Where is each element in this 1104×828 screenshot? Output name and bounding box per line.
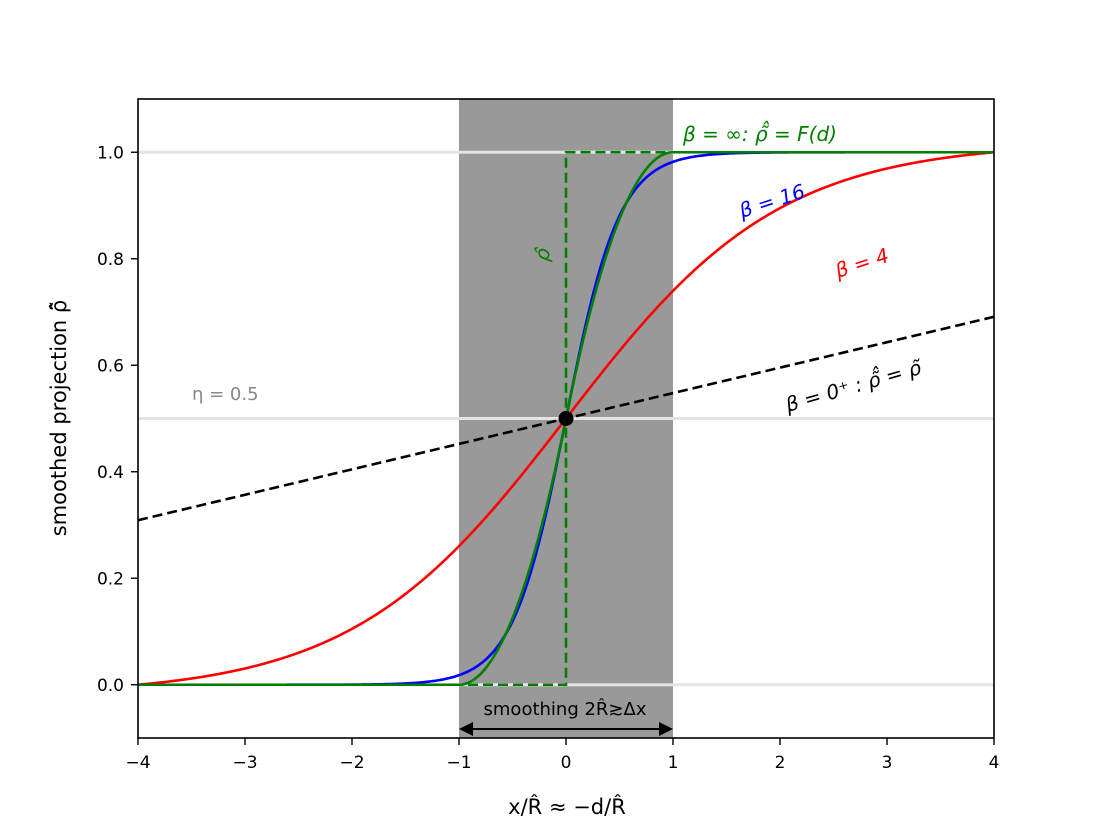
midpoint-marker	[558, 411, 574, 426]
x-axis-label: x/R̂ ≈ −d/R̂	[508, 794, 626, 819]
beta-inf-label: β = ∞: ρ̃̂ = F(d)	[682, 121, 837, 146]
smoothing-arrow-left-head	[459, 722, 473, 736]
smoothing-label: smoothing 2R̂≳Δx	[484, 699, 647, 720]
threshold-label: η = 0.5	[192, 384, 259, 405]
x-tick-label-1: −3	[232, 753, 257, 773]
y-tick-label-0: 0.0	[97, 676, 124, 696]
curves-layer	[137, 150, 995, 736]
x-tick-label-0: −4	[125, 753, 150, 773]
y-tick-label-3: 0.6	[97, 356, 124, 376]
rho-hat-label: ρ̂	[529, 245, 555, 263]
y-tick-label-1: 0.2	[97, 569, 124, 589]
beta4-label: β = 4	[831, 243, 892, 283]
x-tick-label-3: −1	[446, 753, 471, 773]
x-tick-label-4: 0	[561, 753, 572, 773]
x-tick-label-6: 2	[775, 753, 786, 773]
ticks-layer: −4 −3 −2 −1 0 1 2 3 4 0.0 0.2 0.4 0.6 0.8 1.0	[97, 143, 999, 773]
x-tick-label-2: −2	[339, 753, 364, 773]
y-tick-label-5: 1.0	[97, 143, 124, 163]
y-tick-label-4: 0.8	[97, 250, 124, 270]
x-tick-label-8: 4	[989, 753, 1000, 773]
smoothing-arrow-right-head	[659, 722, 673, 736]
x-tick-label-7: 3	[882, 753, 893, 773]
x-tick-label-5: 1	[668, 753, 679, 773]
beta16-label: β = 16	[735, 179, 808, 223]
y-tick-label-2: 0.4	[97, 463, 124, 483]
y-axis-label: smoothed projection ρ̃̂	[47, 300, 71, 536]
